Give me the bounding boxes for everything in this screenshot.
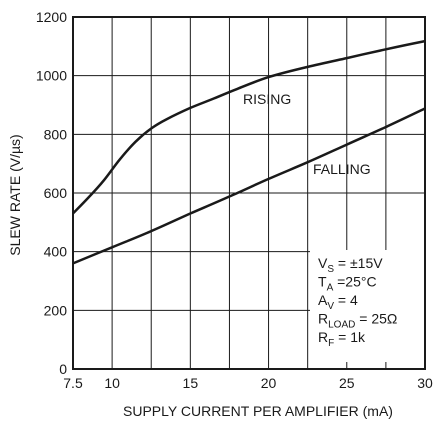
conditions-background <box>310 250 424 362</box>
y-tick-label: 1200 <box>36 9 67 25</box>
y-tick-label: 400 <box>44 244 68 260</box>
y-tick-label: 1000 <box>36 68 67 84</box>
x-tick-label: 10 <box>104 375 120 391</box>
y-tick-label: 200 <box>44 302 68 318</box>
x-tick-label: 30 <box>417 375 433 391</box>
y-tick-label: 600 <box>44 185 68 201</box>
x-tick-label: 15 <box>183 375 199 391</box>
condition-line: AV = 4 <box>318 292 358 312</box>
falling-label: FALLING <box>313 161 371 177</box>
x-tick-label: 7.5 <box>63 375 83 391</box>
plot-frame <box>72 16 426 370</box>
x-tick-label: 25 <box>339 375 355 391</box>
rising-label: RISING <box>243 91 291 107</box>
x-axis-label: SUPPLY CURRENT PER AMPLIFIER (mA) <box>123 403 393 419</box>
condition-line: TA =25°C <box>318 274 377 294</box>
condition-line: RF = 1k <box>318 329 366 349</box>
y-tick-label: 0 <box>59 361 67 377</box>
series-line-rising <box>72 39 426 215</box>
condition-line: RLOAD = 25Ω <box>318 311 397 331</box>
x-tick-label: 20 <box>261 375 277 391</box>
y-axis-label: SLEW RATE (V/µs) <box>7 134 23 255</box>
series-line-falling <box>72 107 426 265</box>
y-tick-label: 800 <box>44 126 68 142</box>
y-tick-labels: 0 200 400 600 800 1000 1200 <box>36 9 67 377</box>
series-layer <box>72 39 426 265</box>
condition-line: VS = ±15V <box>318 255 383 275</box>
x-tick-labels: 7.5 10 15 20 25 30 <box>63 375 433 391</box>
